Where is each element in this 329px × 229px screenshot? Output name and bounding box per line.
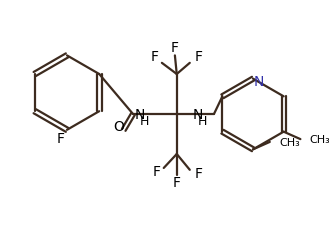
Text: F: F xyxy=(195,50,203,64)
Text: N: N xyxy=(134,108,145,121)
Text: F: F xyxy=(57,132,64,146)
Text: H: H xyxy=(198,114,208,128)
Text: F: F xyxy=(171,41,179,55)
Text: F: F xyxy=(173,175,181,189)
Text: N: N xyxy=(193,108,203,121)
Text: N: N xyxy=(253,74,264,88)
Text: CH₃: CH₃ xyxy=(310,134,329,144)
Text: F: F xyxy=(152,164,160,178)
Text: O: O xyxy=(114,120,124,134)
Text: CH₃: CH₃ xyxy=(279,137,300,147)
Text: F: F xyxy=(150,50,159,64)
Text: F: F xyxy=(195,166,203,180)
Text: H: H xyxy=(139,114,149,128)
